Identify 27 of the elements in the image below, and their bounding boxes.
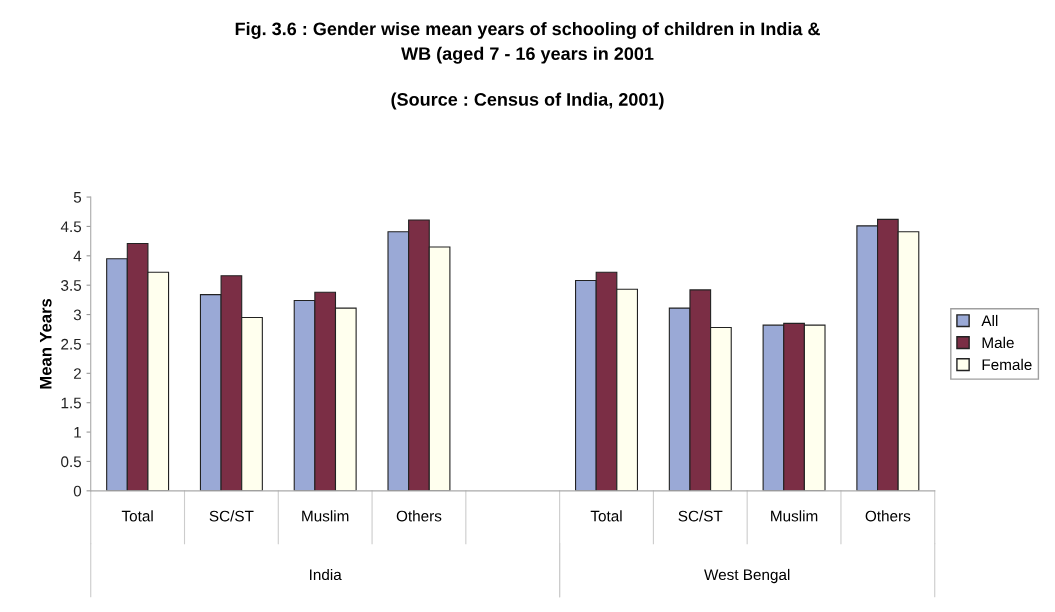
chart-title: Fig. 3.6 : Gender wise mean years of schooling of children in India & WB (aged 7 - 16 years in 2001 xyxy=(235,22,820,64)
y-tick-label: 1.5 xyxy=(61,397,82,409)
x-tick-label: Others xyxy=(865,510,911,522)
y-tick-label: 2 xyxy=(73,368,81,379)
y-tick-label: 4.5 xyxy=(60,221,82,233)
x-tick-label: SC/ST xyxy=(678,510,723,522)
y-tick-label: 0 xyxy=(73,485,82,497)
x-tick-label: Muslim xyxy=(771,510,818,522)
x-tick-label: Muslim xyxy=(302,510,349,522)
text: West Bengal xyxy=(704,568,790,584)
legend-label: Female xyxy=(982,358,1032,371)
y-tick-label: 1 xyxy=(74,427,81,438)
y-tick-label: 3 xyxy=(73,309,82,321)
x-tick-label: SC/ST xyxy=(209,510,254,522)
x-tick-label: Others xyxy=(396,510,442,522)
chart-subtitle: (Source : Census of India, 2001) xyxy=(391,92,664,110)
legend-label: All xyxy=(981,314,998,326)
legend-label: Male xyxy=(982,336,1014,349)
y-tick-label: 2.5 xyxy=(61,338,82,350)
x-tick-label: Total xyxy=(121,510,153,522)
y-tick-label: 0.5 xyxy=(61,456,82,468)
y-tick-label: 5 xyxy=(73,192,82,203)
y-tick-label: 4 xyxy=(73,250,82,262)
x-tick-label: Total xyxy=(590,510,622,522)
y-tick-label: 3.5 xyxy=(61,280,82,291)
y-axis-title: Mean Years xyxy=(39,298,52,389)
text: India xyxy=(310,568,342,581)
